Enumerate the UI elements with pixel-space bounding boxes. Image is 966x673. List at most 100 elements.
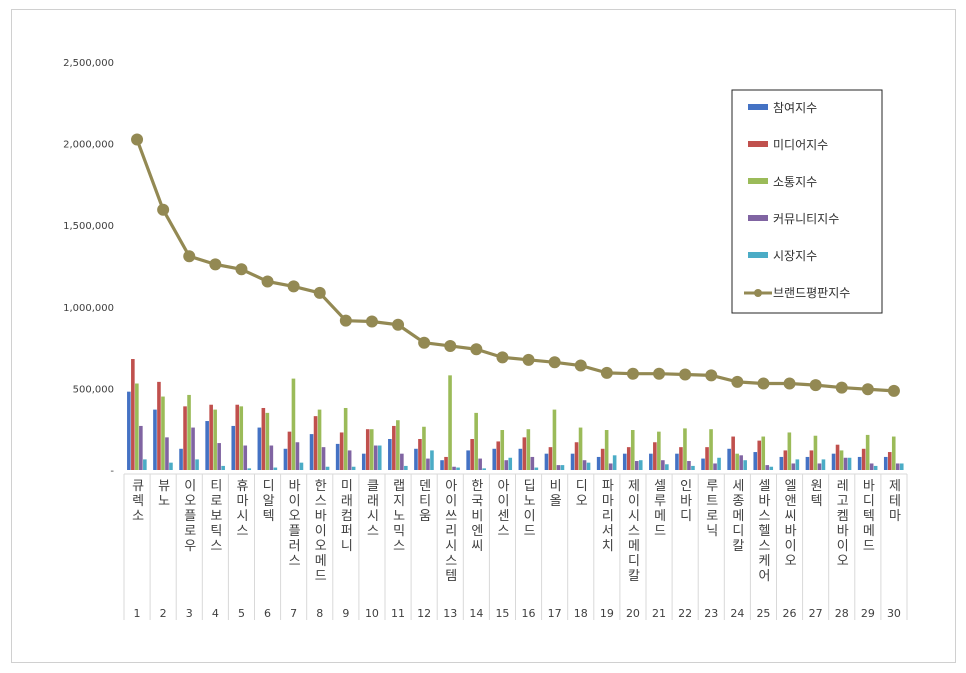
rank-label: 30 (887, 607, 901, 620)
bar-미디어지수 (496, 441, 501, 470)
bar-미디어지수 (392, 425, 396, 470)
bar-미디어지수 (705, 447, 709, 470)
rank-label: 12 (417, 607, 431, 620)
point-브랜드평판지수 (235, 263, 248, 276)
point-브랜드평판지수 (548, 356, 561, 369)
bar-시장지수 (873, 465, 878, 470)
bar-소통지수 (578, 427, 583, 470)
bar-커뮤니티지수 (661, 460, 665, 470)
point-브랜드평판지수 (522, 353, 535, 366)
bar-소통지수 (813, 435, 818, 470)
point-브랜드평판지수 (392, 318, 405, 331)
point-브랜드평판지수 (679, 368, 692, 381)
bar-series-group (127, 359, 904, 470)
bar-커뮤니티지수 (269, 445, 274, 470)
bar-시장지수 (430, 450, 434, 470)
bar-시장지수 (456, 467, 460, 470)
bar-시장지수 (351, 466, 356, 470)
bar-미디어지수 (679, 447, 683, 470)
bar-참여지수 (701, 458, 705, 470)
bar-미디어지수 (809, 450, 814, 470)
y-tick-label: 2,000,000 (63, 140, 114, 151)
bar-소통지수 (630, 430, 635, 470)
legend-label: 커뮤니티지수 (773, 212, 839, 226)
point-브랜드평판지수 (496, 351, 509, 364)
bar-커뮤니티지수 (739, 455, 743, 470)
brand-reputation-chart: - 500,000 1,000,000 1,500,000 2,000,000 2,500… (63, 58, 908, 620)
bar-시장지수 (299, 462, 304, 470)
bar-참여지수 (883, 456, 888, 470)
rank-label: 1 (134, 607, 141, 620)
bar-시장지수 (482, 468, 486, 470)
x-axis: 큐 렉 소 1 뷰 노 2 이 오 플 로 우 3 티 로 보 틱 스 4 휴 마 시 스 5 디 알 텍 6 바 이 오 플 러 스 7 한 스 바 이 오… (123, 473, 908, 620)
bar-커뮤니티지수 (687, 461, 691, 470)
bar-참여지수 (153, 409, 157, 470)
rank-label: 14 (469, 607, 483, 620)
y-tick-label: 500,000 (73, 384, 114, 395)
rank-label: 28 (835, 607, 849, 620)
bar-미디어지수 (600, 448, 605, 470)
point-브랜드평판지수 (339, 314, 352, 327)
bar-소통지수 (135, 383, 139, 470)
point-브랜드평판지수 (626, 367, 639, 380)
bar-시장지수 (586, 462, 591, 470)
bar-시장지수 (743, 460, 747, 470)
bar-커뮤니티지수 (165, 437, 169, 470)
bar-참여지수 (283, 448, 288, 470)
bar-소통지수 (239, 406, 244, 470)
bar-참여지수 (205, 421, 209, 470)
bar-미디어지수 (835, 444, 840, 470)
bar-커뮤니티지수 (217, 443, 221, 470)
bar-커뮤니티지수 (843, 457, 848, 470)
legend-swatch (748, 141, 768, 147)
bar-미디어지수 (626, 447, 631, 470)
legend-swatch (748, 252, 768, 258)
bar-소통지수 (709, 429, 713, 470)
point-브랜드평판지수 (157, 203, 170, 216)
point-브랜드평판지수 (757, 377, 770, 390)
bar-참여지수 (257, 427, 262, 470)
rank-label: 7 (290, 607, 297, 620)
bar-커뮤니티지수 (895, 463, 900, 470)
bar-시장지수 (691, 465, 695, 470)
bar-참여지수 (596, 456, 601, 470)
bar-참여지수 (388, 438, 392, 470)
legend-swatch (748, 178, 768, 184)
point-브랜드평판지수 (313, 286, 326, 299)
bar-미디어지수 (287, 431, 292, 470)
rank-label: 17 (548, 607, 562, 620)
bar-미디어지수 (444, 456, 448, 470)
point-브랜드평판지수 (861, 383, 874, 396)
bar-소통지수 (317, 409, 322, 470)
point-브랜드평판지수 (287, 280, 300, 293)
point-브랜드평판지수 (731, 375, 744, 388)
bar-소통지수 (213, 409, 217, 470)
bar-미디어지수 (365, 429, 370, 470)
bar-소통지수 (604, 430, 609, 470)
bar-커뮤니티지수 (791, 463, 796, 470)
bar-시장지수 (377, 445, 382, 470)
rank-label: 4 (212, 607, 219, 620)
bar-커뮤니티지수 (869, 463, 874, 470)
bar-참여지수 (335, 443, 340, 470)
bar-커뮤니티지수 (347, 450, 352, 470)
rank-label: 9 (342, 607, 349, 620)
rank-label: 13 (443, 607, 457, 620)
legend-label: 미디어지수 (773, 138, 828, 152)
rank-label: 10 (365, 607, 379, 620)
rank-label: 19 (600, 607, 614, 620)
bar-커뮤니티지수 (139, 425, 143, 470)
bar-참여지수 (492, 448, 497, 470)
chart-frame: - 500,000 1,000,000 1,500,000 2,000,000 2,500… (11, 9, 956, 663)
bar-시장지수 (508, 457, 513, 470)
bar-참여지수 (727, 448, 731, 470)
